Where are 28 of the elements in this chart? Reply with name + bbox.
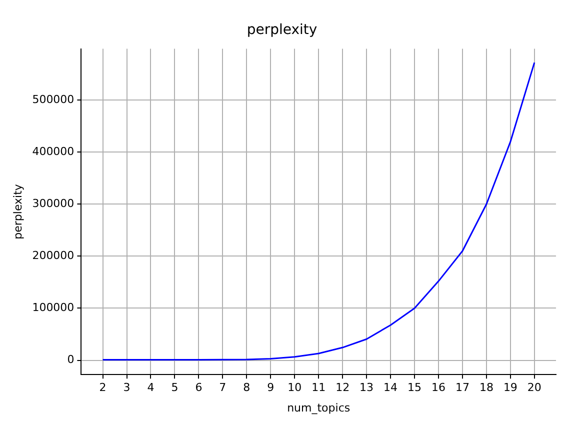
x-tick-label: 13	[360, 381, 374, 394]
x-axis-title: num_topics	[287, 401, 350, 414]
x-tick-label: 15	[408, 381, 422, 394]
x-tick-label: 8	[243, 381, 250, 394]
y-tick-label: 500000	[32, 92, 74, 106]
x-tick-label: 14	[384, 381, 398, 394]
x-tick-label: 19	[503, 381, 518, 394]
y-tick-label: 200000	[32, 249, 74, 262]
x-tick-label: 7	[219, 381, 226, 394]
x-tick-label: 10	[288, 381, 302, 394]
y-tick-label: 300000	[32, 197, 74, 210]
x-tick-label: 3	[123, 381, 130, 394]
x-tick-label: 5	[171, 381, 178, 394]
y-tick-label: 0	[67, 353, 74, 366]
y-axis-title: perplexity	[11, 184, 24, 240]
x-tick-label: 11	[312, 381, 326, 394]
x-tick-label: 20	[527, 381, 542, 394]
chart-title: perplexity	[246, 22, 318, 38]
x-tick-label: 16	[431, 381, 446, 394]
x-tick-label: 18	[479, 381, 494, 394]
x-tick-label: 9	[267, 381, 274, 394]
x-tick-label: 17	[455, 381, 470, 394]
x-tick-label: 4	[147, 381, 154, 394]
y-tick-label: 400000	[32, 144, 74, 158]
x-tick-label: 6	[195, 381, 202, 394]
x-tick-label: 2	[99, 381, 106, 394]
y-tick-label: 100000	[32, 301, 74, 314]
x-tick-label: 12	[336, 381, 350, 394]
